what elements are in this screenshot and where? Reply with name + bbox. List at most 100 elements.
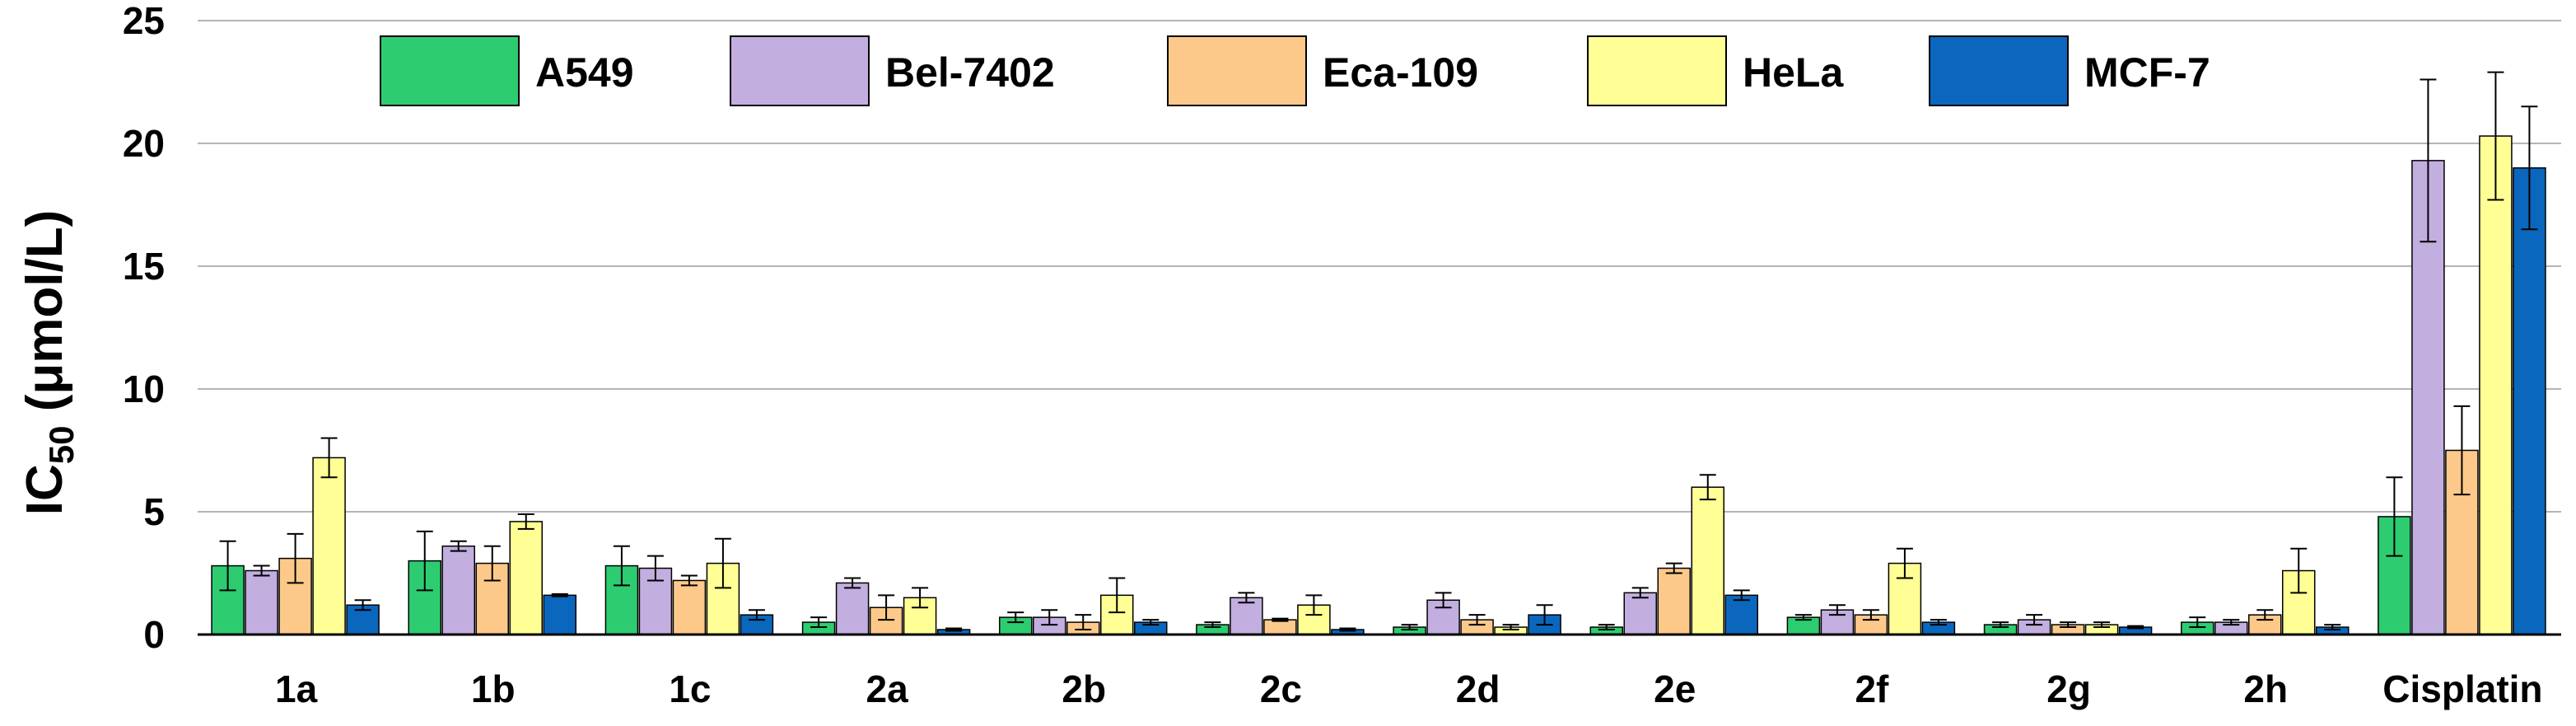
legend-label-HeLa: HeLa [1743, 49, 1844, 96]
bar-1b-HeLa [509, 521, 543, 635]
error-bar-2a-A549 [810, 616, 828, 629]
legend-label-A549: A549 [535, 49, 634, 96]
error-bar-1b-Eca-109 [483, 545, 501, 582]
error-bar-2h-MCF-7 [2324, 624, 2341, 631]
legend-swatch-HeLa [1587, 35, 1727, 106]
y-tick-label-2: 10 [123, 368, 165, 410]
x-category-label-2c: 2c [1260, 667, 1302, 710]
error-bar-1b-MCF-7 [551, 593, 568, 597]
error-bar-1a-Eca-109 [287, 532, 304, 584]
y-tick-label-4: 20 [123, 122, 165, 165]
error-bar-2h-A549 [2189, 616, 2206, 629]
x-category-label-2d: 2d [1456, 667, 1500, 710]
legend-swatch-Eca-109 [1167, 35, 1307, 106]
error-bar-1a-A549 [219, 540, 236, 592]
bar-2e-MCF-7 [1724, 594, 1758, 635]
error-bar-1c-MCF-7 [748, 609, 765, 621]
x-category-label-2g: 2g [2046, 667, 2091, 710]
bar-Cisplatin-HeLa [2479, 135, 2513, 635]
error-bar-1c-A549 [613, 545, 630, 587]
x-category-label-1b: 1b [471, 667, 516, 710]
legend-item-Eca-109: Eca-109 [1167, 35, 1478, 106]
legend-swatch-MCF-7 [1929, 35, 2069, 106]
error-bar-2e-A549 [1598, 624, 1615, 631]
x-category-label-1a: 1a [275, 667, 318, 710]
bar-Cisplatin-Bel-7402 [2411, 160, 2445, 635]
error-bar-2b-MCF-7 [1142, 619, 1160, 626]
x-category-label-2e: 2e [1654, 667, 1696, 710]
error-bar-1a-Bel-7402 [253, 564, 270, 577]
error-bar-2f-A549 [1794, 614, 1812, 621]
error-bar-2g-Bel-7402 [2026, 614, 2043, 626]
bar-2e-Eca-109 [1657, 567, 1691, 635]
x-category-label-1c: 1c [669, 667, 711, 710]
legend-item-A549: A549 [380, 35, 634, 106]
error-bar-2d-MCF-7 [1536, 604, 1553, 626]
bar-1a-HeLa [312, 457, 346, 635]
error-bar-Cisplatin-Bel-7402 [2420, 78, 2437, 243]
error-bar-1c-Bel-7402 [646, 555, 664, 582]
error-bar-2e-HeLa [1699, 474, 1716, 501]
error-bar-2f-Eca-109 [1862, 609, 1879, 621]
error-bar-2e-Eca-109 [1665, 562, 1682, 574]
error-bar-2b-Bel-7402 [1041, 609, 1058, 626]
error-bar-2g-A549 [1992, 621, 2009, 629]
legend-item-MCF-7: MCF-7 [1929, 35, 2210, 106]
y-axis-label-main: IC [16, 464, 73, 515]
x-category-label-2h: 2h [2243, 667, 2288, 710]
error-bar-1c-Eca-109 [680, 574, 698, 587]
error-bar-2b-HeLa [1108, 577, 1126, 614]
bar-1b-Bel-7402 [441, 545, 475, 635]
error-bar-2a-Bel-7402 [844, 577, 861, 589]
error-bar-2d-HeLa [1502, 624, 1519, 631]
error-bar-2c-Bel-7402 [1238, 592, 1255, 604]
gridlines [198, 20, 2561, 513]
error-bar-1b-A549 [416, 530, 433, 592]
y-tick-label-3: 15 [123, 245, 165, 288]
bar-1b-MCF-7 [543, 594, 576, 635]
error-bar-Cisplatin-A549 [2386, 476, 2403, 557]
error-bar-2e-Bel-7402 [1631, 587, 1649, 599]
error-bar-2h-Bel-7402 [2223, 619, 2240, 626]
error-bar-Cisplatin-MCF-7 [2521, 105, 2538, 231]
y-axis-label-unit: (μmol/L) [16, 210, 73, 426]
bar-Cisplatin-MCF-7 [2513, 167, 2546, 635]
error-bar-2f-HeLa [1896, 547, 1913, 579]
error-bar-Cisplatin-HeLa [2487, 71, 2504, 201]
legend-swatch-A549 [380, 35, 520, 106]
error-bar-2a-MCF-7 [945, 627, 963, 632]
error-bar-1b-HeLa [517, 513, 534, 530]
legend-item-HeLa: HeLa [1587, 35, 1844, 106]
bar-2c-Eca-109 [1263, 619, 1297, 635]
bar-2e-HeLa [1691, 486, 1724, 635]
x-category-label-2f: 2f [1855, 667, 1889, 710]
error-bar-2f-MCF-7 [1930, 619, 1947, 626]
legend-label-Eca-109: Eca-109 [1323, 49, 1478, 96]
y-axis-label: IC50 (μmol/L) [16, 210, 81, 516]
error-bar-2c-MCF-7 [1339, 627, 1356, 632]
error-bar-2h-HeLa [2290, 547, 2308, 594]
error-bar-2h-Eca-109 [2256, 609, 2274, 621]
error-bar-2a-Eca-109 [878, 594, 895, 621]
error-bar-Cisplatin-Eca-109 [2453, 405, 2471, 496]
error-bar-2b-A549 [1007, 611, 1024, 624]
bar-2f-HeLa [1888, 562, 1922, 635]
error-bar-1c-HeLa [714, 537, 731, 589]
error-bar-2c-Eca-109 [1272, 617, 1289, 622]
error-bar-2d-Eca-109 [1468, 614, 1486, 626]
error-bar-2c-A549 [1204, 621, 1221, 629]
legend-label-MCF-7: MCF-7 [2084, 49, 2210, 96]
legend: A549 Bel-7402 Eca-109 HeLa MCF-7 [380, 35, 2210, 106]
bar-1a-Bel-7402 [245, 569, 278, 635]
x-category-label-Cisplatin: Cisplatin [2382, 667, 2542, 710]
error-bar-2g-Eca-109 [2060, 621, 2077, 629]
error-bar-1a-MCF-7 [354, 599, 371, 611]
y-tick-label-1: 5 [143, 490, 165, 533]
error-bar-2c-HeLa [1305, 594, 1323, 616]
legend-label-Bel-7402: Bel-7402 [885, 49, 1055, 96]
error-bar-1b-Bel-7402 [450, 540, 467, 552]
error-bar-2d-A549 [1401, 624, 1418, 631]
error-bar-1a-HeLa [320, 437, 338, 479]
x-category-label-2a: 2a [866, 667, 908, 710]
